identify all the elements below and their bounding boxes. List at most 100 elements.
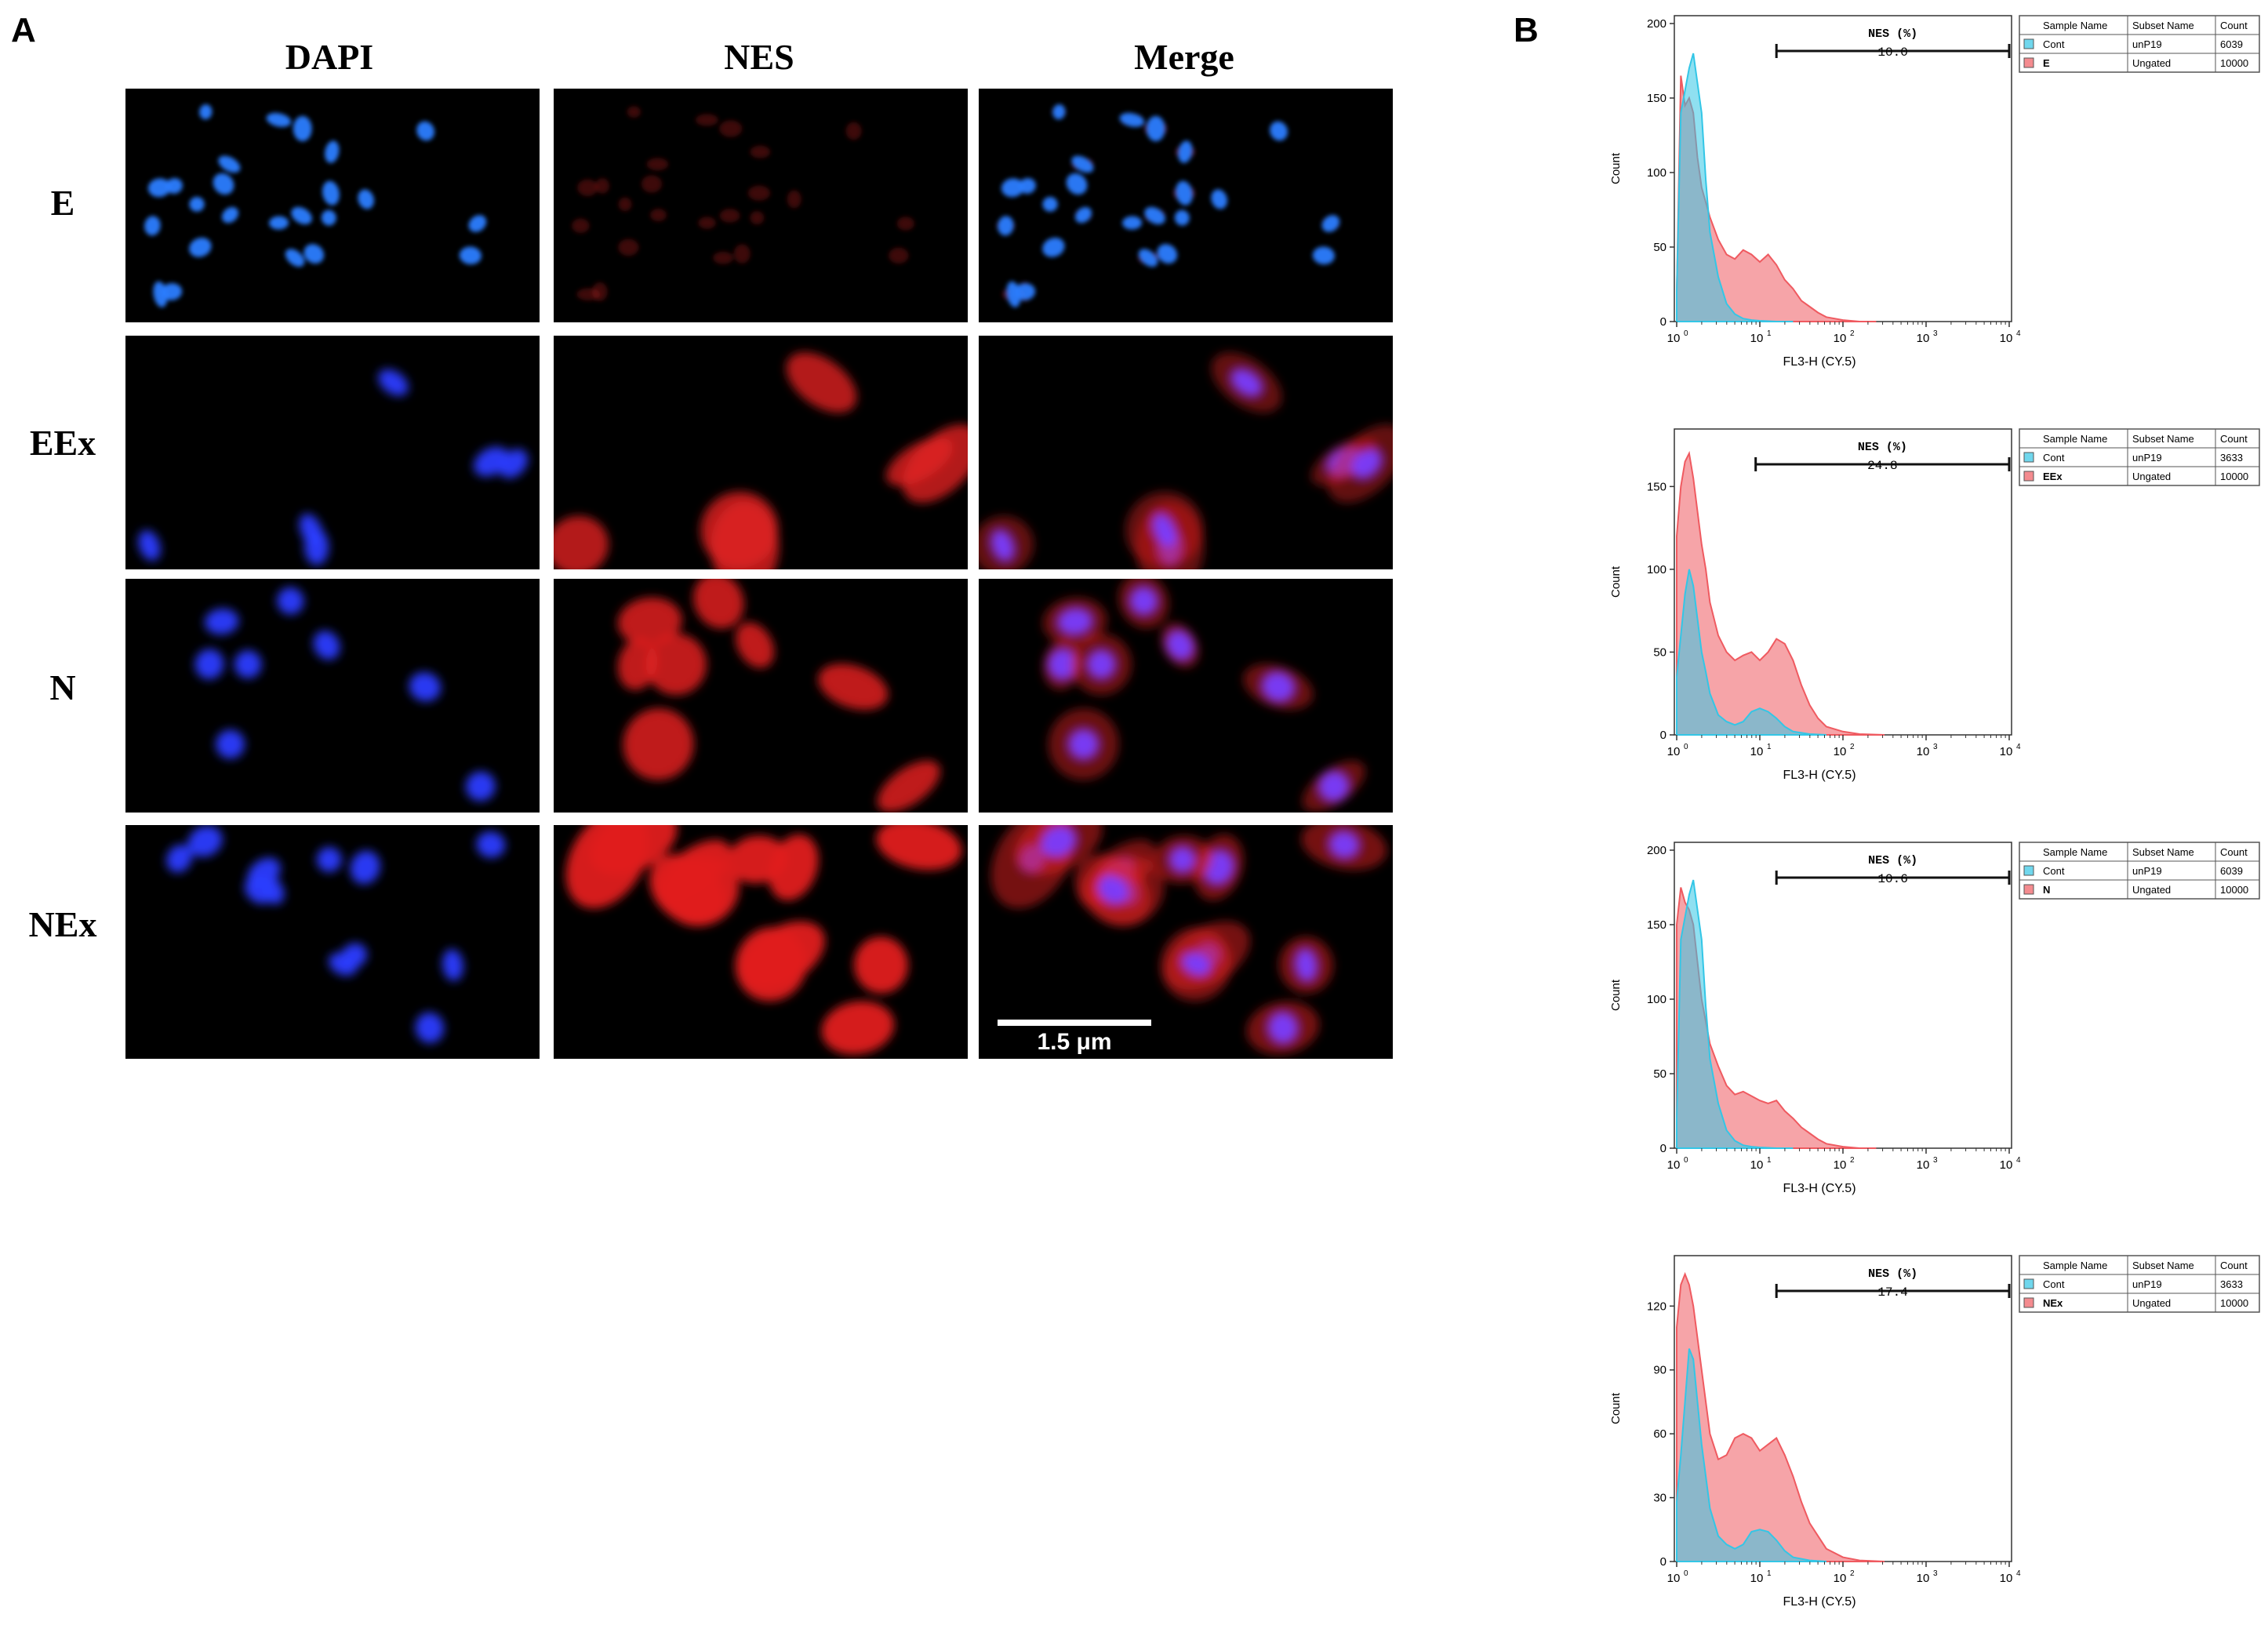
micrograph-image (565, 825, 962, 1055)
x-axis-title: FL3-H (CY.5) (1783, 355, 1855, 369)
legend-header: Sample Name (2043, 1260, 2107, 1271)
legend-sample-name: N (2043, 884, 2050, 896)
control-histogram-area (1676, 53, 1794, 322)
legend-count: 10000 (2220, 884, 2248, 896)
legend-count: 10000 (2220, 471, 2248, 482)
sample-histogram-area (1676, 1271, 1885, 1562)
x-tick-exponent: 4 (2016, 743, 2021, 751)
flow-histogram-e: 0 50 100 150 200 10 0 10 1 10 2 10 3 10 4 Count FL3-H (C… (1561, 0, 2268, 384)
legend-frame (2019, 15, 2260, 73)
legend-table: Sample Name Subset Name Count Cont unP19 3633… (2019, 1255, 2260, 1313)
micrograph-image (617, 579, 940, 813)
micrograph-merge-e (979, 89, 1393, 322)
gate-name: NES (%) (1868, 1267, 1917, 1281)
x-tick-label: 10 (1917, 1572, 1930, 1585)
control-histogram-area (1676, 1348, 1826, 1562)
x-tick-label: 10 (1750, 1572, 1764, 1585)
y-axis-title: Count (1609, 152, 1623, 184)
micrograph-merge-eex (979, 336, 1393, 569)
legend-header: Sample Name (2043, 433, 2107, 445)
x-tick-label: 10 (1750, 1158, 1764, 1172)
y-tick-label: 150 (1647, 92, 1666, 105)
x-tick-exponent: 2 (1850, 743, 1855, 751)
column-header-nes: NES (724, 37, 794, 77)
micrograph-nes-nex (554, 825, 968, 1059)
panel-letter-a: A (11, 11, 36, 49)
x-tick-label: 10 (2000, 745, 2013, 758)
x-axis-title: FL3-H (CY.5) (1783, 1182, 1855, 1195)
legend-swatch (2023, 471, 2034, 482)
row-label-nex: NEx (28, 904, 97, 944)
y-tick-label: 200 (1647, 17, 1666, 31)
micrograph-dapi-eex (125, 336, 540, 569)
x-tick-exponent: 1 (1767, 329, 1772, 338)
micrograph-nes-e (554, 89, 968, 322)
x-tick-label: 10 (1917, 1158, 1930, 1172)
x-tick-label: 10 (2000, 1572, 2013, 1585)
x-tick-exponent: 0 (1684, 1569, 1688, 1578)
legend-count: 3633 (2220, 452, 2243, 464)
x-tick-label: 10 (1667, 745, 1681, 758)
legend-header: Sample Name (2043, 846, 2107, 858)
legend-swatch (2023, 57, 2034, 68)
legend-header: Subset Name (2132, 433, 2194, 445)
scale-bar-line (998, 1020, 1151, 1026)
x-tick-label: 10 (1834, 1158, 1847, 1172)
legend-header: Count (2220, 1260, 2248, 1271)
y-tick-label: 200 (1647, 844, 1666, 857)
x-tick-label: 10 (1834, 1572, 1847, 1585)
gate-percentage: 10.0 (1877, 45, 1907, 60)
micrograph-dapi-nex (125, 825, 540, 1059)
x-tick-label: 10 (1917, 745, 1930, 758)
micrograph-image (990, 825, 1387, 1055)
legend-subset-name: Ungated (2132, 1297, 2171, 1309)
y-tick-label: 0 (1660, 1142, 1666, 1155)
control-histogram-area (1676, 879, 1794, 1149)
column-header-merge: Merge (1134, 37, 1234, 77)
legend-subset-name: unP19 (2132, 865, 2162, 877)
legend-sample-name: EEx (2043, 471, 2063, 482)
flow-histogram-nex: 0 30 60 90 120 10 0 10 1 10 2 10 3 10 4 Count FL3-H (CY.… (1561, 1240, 2268, 1624)
micrograph-image (997, 104, 1340, 307)
micrograph-image (144, 104, 487, 307)
x-tick-exponent: 2 (1850, 1156, 1855, 1165)
legend-header: Subset Name (2132, 1260, 2194, 1271)
x-tick-exponent: 2 (1850, 1569, 1855, 1578)
x-tick-label: 10 (1834, 332, 1847, 345)
micrograph-image (166, 825, 506, 1044)
legend-header: Subset Name (2132, 846, 2194, 858)
y-tick-label: 50 (1653, 645, 1666, 659)
x-tick-exponent: 0 (1684, 329, 1688, 338)
legend-swatch (2023, 1278, 2034, 1289)
micrograph-image (194, 587, 496, 802)
sample-histogram-area (1676, 450, 1885, 736)
legend-swatch (2023, 452, 2034, 463)
legend-header: Count (2220, 433, 2248, 445)
micrograph-image (554, 352, 968, 569)
scale-bar: 1.5 μm (998, 1020, 1151, 1055)
control-histogram-area (1676, 569, 1826, 736)
legend-sample-name: E (2043, 57, 2050, 69)
legend-header: Count (2220, 846, 2248, 858)
x-tick-label: 10 (1667, 332, 1681, 345)
x-tick-exponent: 1 (1767, 1156, 1772, 1165)
y-tick-label: 100 (1647, 563, 1666, 576)
legend-subset-name: unP19 (2132, 38, 2162, 50)
y-tick-label: 150 (1647, 480, 1666, 493)
x-tick-exponent: 4 (2016, 329, 2021, 338)
x-axis-title: FL3-H (CY.5) (1783, 1595, 1855, 1609)
micrograph-image (979, 352, 1393, 569)
legend-count: 10000 (2220, 57, 2248, 69)
legend-count: 3633 (2220, 1278, 2243, 1290)
x-tick-label: 10 (1917, 332, 1930, 345)
legend-header: Count (2220, 20, 2248, 31)
x-tick-label: 10 (2000, 332, 2013, 345)
x-tick-label: 10 (1834, 745, 1847, 758)
legend-sample-name: Cont (2043, 1278, 2065, 1290)
flow-histogram-n: 0 50 100 150 200 10 0 10 1 10 2 10 3 10 4 Count FL3-H (C… (1561, 827, 2268, 1211)
micrograph-merge-n (979, 579, 1393, 813)
legend-sample-name: Cont (2043, 452, 2065, 464)
legend-swatch (2023, 1297, 2034, 1308)
